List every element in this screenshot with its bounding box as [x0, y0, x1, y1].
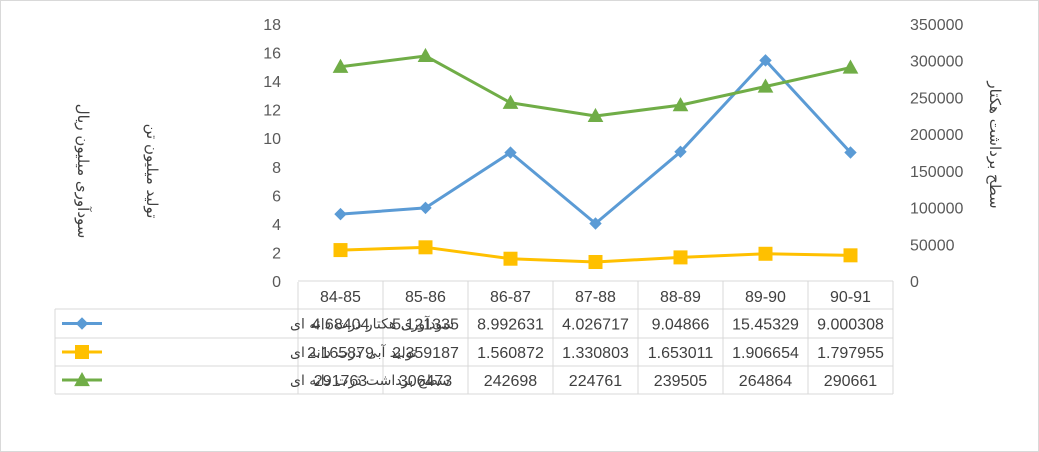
table-cell-value: 306473	[399, 373, 452, 390]
data-point	[419, 201, 432, 215]
category-label: 89-90	[745, 289, 786, 306]
data-point	[757, 78, 774, 93]
left-axis-tick-label: 2	[272, 245, 281, 262]
table-cell-value: 1.906654	[732, 345, 799, 362]
data-point	[504, 146, 517, 159]
category-label: 87-88	[575, 289, 616, 306]
right-axis-title-area: سطح برداشت هکتار	[986, 80, 1004, 208]
data-point	[332, 58, 349, 73]
table-cell-value: 2.165879	[307, 345, 374, 362]
table-cell-value: 242698	[484, 373, 537, 390]
left-axis-tick-label: 18	[263, 17, 281, 34]
table-cell-value: 224761	[569, 373, 622, 390]
table-cell-value: 1.560872	[477, 345, 544, 362]
left-axis-tick-label: 16	[263, 46, 281, 63]
table-cell-value: 4.026717	[562, 317, 629, 334]
table-cell-value: 291763	[314, 373, 367, 390]
left-axis-tick-label: 0	[272, 274, 281, 291]
table-cell-value: 1.330803	[562, 345, 629, 362]
data-point	[589, 217, 602, 230]
table-cell-value: 1.797955	[817, 345, 884, 362]
category-label: 86-87	[490, 289, 531, 306]
left-axis-tick-label: 4	[272, 217, 281, 234]
table-cell-value: 9.000308	[817, 317, 884, 334]
data-point	[503, 251, 518, 266]
left-axis-title-profit: سودآوری میلیون ریال	[74, 104, 92, 239]
table-cell-value: 15.45329	[732, 317, 799, 334]
legend-key-marker	[75, 345, 89, 359]
table-cell-value: 8.992631	[477, 317, 544, 334]
legend-key-marker	[75, 317, 89, 330]
data-point	[588, 254, 603, 269]
data-point	[673, 250, 688, 265]
table-cell-value: 4.68404	[312, 317, 370, 334]
legend-label: سطح برداشت ذرت دانه ای	[290, 373, 450, 389]
data-point	[758, 246, 773, 261]
category-label: 84-85	[320, 289, 361, 306]
category-label: 85-86	[405, 289, 446, 306]
left-axis-tick-label: 12	[263, 103, 281, 120]
data-point	[502, 94, 519, 109]
data-point	[842, 59, 859, 74]
category-label: 90-91	[830, 289, 871, 306]
left-axis-tick-label: 8	[272, 160, 281, 177]
data-point	[843, 248, 858, 263]
right-axis-tick-label: 0	[910, 274, 919, 291]
right-axis-tick-label: 300000	[910, 54, 963, 71]
data-point	[674, 145, 687, 159]
table-cell-value: 1.653011	[648, 345, 714, 362]
table-cell-value: 290661	[824, 373, 877, 390]
right-axis-tick-label: 150000	[910, 164, 963, 181]
data-point	[333, 243, 348, 258]
table-cell-value: 9.04866	[652, 317, 710, 334]
data-point	[672, 97, 689, 112]
table-cell-value: 239505	[654, 373, 707, 390]
legend-key-marker	[74, 371, 90, 387]
legend-label: تولید آبی ذرت دانه ای	[290, 344, 417, 361]
right-axis-tick-label: 350000	[910, 17, 963, 34]
right-axis-tick-label: 200000	[910, 127, 963, 144]
data-point	[417, 47, 434, 63]
left-axis-title-production: تولید میلیون تن	[143, 124, 161, 219]
right-axis-tick-label: 50000	[910, 237, 955, 254]
table-cell-value: 2.359187	[392, 345, 459, 362]
series-line	[340, 54, 851, 118]
table-cell-value: 264864	[739, 373, 792, 390]
left-axis-tick-label: 14	[263, 74, 281, 91]
data-point	[587, 107, 604, 123]
data-point	[418, 240, 433, 255]
left-axis-tick-label: 6	[272, 188, 281, 205]
table-cell-value: 5.121335	[392, 317, 459, 334]
data-point	[759, 54, 772, 67]
data-point	[844, 146, 857, 159]
category-label: 88-89	[660, 289, 701, 306]
left-axis-tick-label: 10	[263, 131, 281, 148]
data-point	[334, 207, 347, 221]
right-axis-tick-label: 100000	[910, 201, 963, 218]
legend-label: سودآوری هکتار ذرت دانه ای	[290, 316, 454, 333]
right-axis-tick-label: 250000	[910, 90, 963, 107]
